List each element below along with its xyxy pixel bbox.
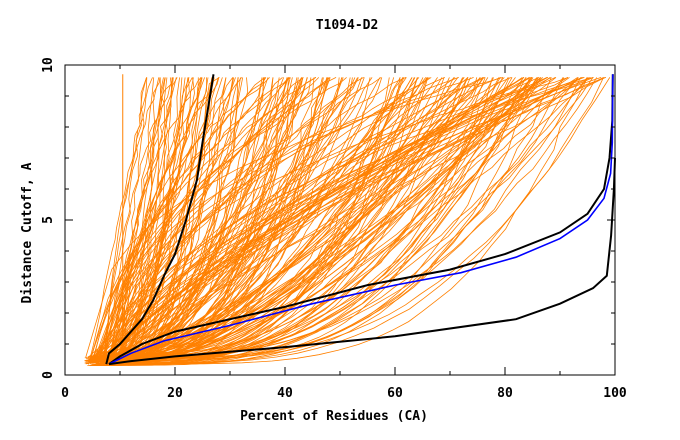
x-tick-label: 60 bbox=[387, 386, 403, 401]
model-curve bbox=[95, 77, 202, 365]
model-curve bbox=[90, 77, 501, 362]
model-curve bbox=[121, 77, 249, 358]
model-curve bbox=[105, 77, 353, 363]
y-tick-label: 5 bbox=[41, 216, 56, 224]
model-curve bbox=[103, 77, 148, 366]
model-curve bbox=[87, 77, 551, 359]
axes bbox=[64, 64, 616, 376]
model-curve bbox=[112, 77, 189, 359]
model-curve bbox=[119, 77, 227, 366]
model-curve bbox=[102, 77, 364, 366]
tick-labels: 0 20 40 60 80 100 0 5 10 bbox=[41, 57, 627, 401]
model-curve bbox=[110, 77, 290, 362]
model-curve bbox=[114, 77, 493, 360]
model-curve bbox=[105, 77, 208, 357]
model-curve bbox=[121, 77, 489, 361]
model-curve bbox=[101, 77, 455, 360]
highlight-curves bbox=[105, 74, 616, 366]
model-curve bbox=[102, 77, 266, 363]
model-curve bbox=[98, 77, 291, 360]
model-curve bbox=[107, 77, 438, 360]
x-axis-label: Percent of Residues (CA) bbox=[240, 409, 428, 424]
model-curve bbox=[104, 77, 579, 362]
y-axis-label: Distance Cutoff, A bbox=[20, 162, 35, 303]
model-curve bbox=[97, 77, 424, 359]
model-curve bbox=[97, 77, 331, 365]
x-tick-label: 20 bbox=[167, 386, 183, 401]
model-curve bbox=[108, 77, 320, 357]
model-curve bbox=[121, 77, 202, 361]
model-curve bbox=[99, 77, 177, 360]
model-curve bbox=[99, 77, 582, 364]
model-curve bbox=[94, 77, 304, 360]
model-curve bbox=[110, 77, 611, 361]
model-curve bbox=[120, 77, 594, 363]
model-curve bbox=[99, 77, 239, 365]
model-curve bbox=[114, 77, 607, 365]
highlight-series-line bbox=[108, 74, 614, 365]
highlight-series-line bbox=[108, 74, 614, 365]
model-curve bbox=[91, 77, 312, 361]
model-curve bbox=[101, 77, 556, 366]
model-curve bbox=[95, 77, 235, 360]
chart-title: T1094-D2 bbox=[316, 18, 379, 33]
model-curve bbox=[111, 77, 223, 360]
x-tick-label: 80 bbox=[497, 386, 513, 401]
model-curve bbox=[119, 77, 220, 361]
model-curve bbox=[113, 77, 303, 360]
highlight-series-line bbox=[105, 74, 215, 365]
x-tick-label: 40 bbox=[277, 386, 293, 401]
model-curve bbox=[117, 77, 285, 361]
model-curve bbox=[93, 77, 581, 366]
model-curve bbox=[117, 77, 239, 366]
model-curve bbox=[104, 77, 443, 365]
model-curve bbox=[99, 77, 344, 359]
model-curve bbox=[88, 77, 509, 357]
model-curve bbox=[118, 77, 481, 362]
model-curve bbox=[87, 77, 202, 365]
model-curve bbox=[88, 77, 548, 364]
model-curves bbox=[84, 74, 611, 367]
model-curve bbox=[88, 77, 153, 365]
model-curve bbox=[94, 77, 155, 363]
x-tick-label: 100 bbox=[603, 386, 627, 401]
model-curve bbox=[103, 77, 359, 366]
model-curve bbox=[86, 77, 588, 364]
model-curve bbox=[84, 77, 542, 364]
model-curve bbox=[100, 77, 469, 365]
model-curve bbox=[86, 77, 570, 362]
model-curve bbox=[111, 77, 569, 363]
y-tick-label: 0 bbox=[41, 371, 56, 379]
highlight-series-line bbox=[108, 157, 616, 366]
model-curve bbox=[117, 77, 538, 361]
model-curve bbox=[97, 77, 459, 363]
model-curve bbox=[93, 77, 420, 362]
model-curve bbox=[121, 77, 267, 361]
model-curve bbox=[109, 77, 343, 362]
model-curve bbox=[111, 77, 290, 366]
model-curve bbox=[104, 77, 407, 362]
model-curve bbox=[115, 77, 552, 359]
model-curve bbox=[119, 77, 418, 358]
model-curve bbox=[120, 77, 464, 360]
model-curve bbox=[85, 77, 168, 362]
model-curve bbox=[111, 77, 510, 358]
model-curve bbox=[96, 77, 164, 363]
model-curve bbox=[104, 77, 588, 365]
model-curve bbox=[105, 77, 180, 364]
model-curve bbox=[121, 77, 469, 358]
y-tick-label: 10 bbox=[41, 57, 56, 73]
x-tick-label: 0 bbox=[61, 386, 69, 401]
model-curve bbox=[92, 77, 243, 361]
model-curve bbox=[87, 77, 552, 358]
model-curve bbox=[98, 77, 539, 364]
model-curve bbox=[95, 77, 445, 358]
model-curve bbox=[105, 77, 161, 366]
